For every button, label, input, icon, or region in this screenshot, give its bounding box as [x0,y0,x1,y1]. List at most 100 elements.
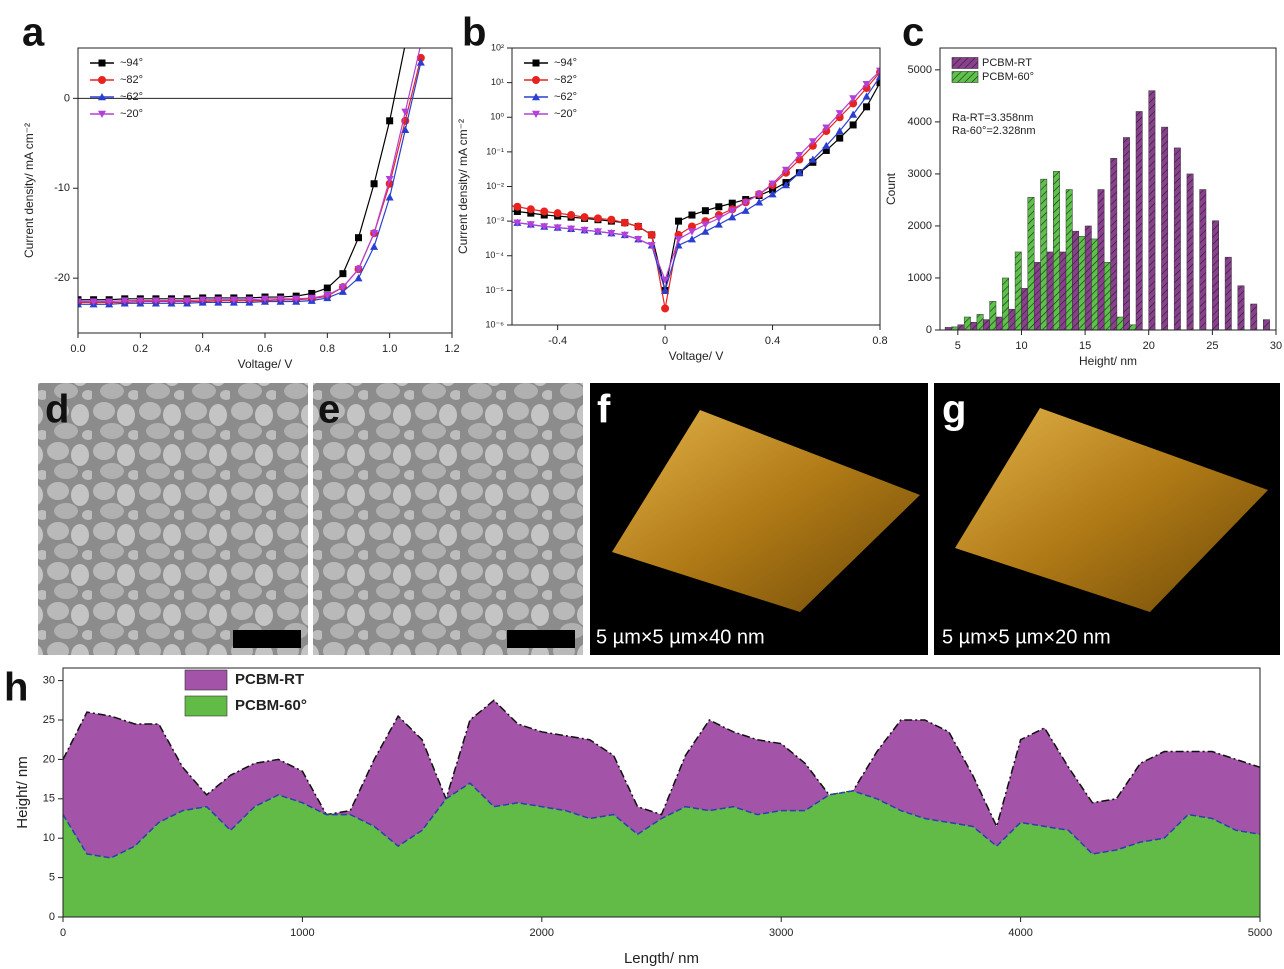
y-tick-label: 5000 [908,64,932,76]
data-point [701,227,710,235]
data-point [701,221,710,229]
data-point [229,296,238,304]
data-point [580,213,589,222]
y-tick-label: 0 [49,911,55,923]
legend-label: ~94° [554,57,577,69]
data-point [354,274,363,282]
x-tick-label: 0.8 [872,335,887,347]
data-point [567,225,576,233]
data-point [580,226,589,235]
legend-marker [98,76,106,84]
x-tick-label: 10 [1015,340,1027,352]
data-point [728,199,736,207]
area-edge [63,782,1260,859]
data-point [822,141,831,149]
x-tick-label: 0.2 [133,343,148,355]
data-point [355,234,362,242]
data-point [370,242,379,250]
histogram-bar [1097,189,1105,330]
histogram-bar [970,321,978,330]
histogram-bar [1161,126,1169,330]
data-point [876,72,880,80]
series-line [78,48,406,301]
x-axis-label: Voltage/ V [238,357,293,371]
data-point [647,230,656,239]
histogram-bar [989,301,997,330]
data-point [741,206,750,214]
y-tick-label: 25 [43,714,55,726]
data-point [728,213,737,221]
data-point [862,81,871,89]
data-point [822,124,831,132]
data-point [136,297,145,305]
histogram-bar [1173,147,1181,330]
histogram-bar [1002,277,1009,330]
data-point [634,222,643,231]
legend-marker [532,110,540,118]
legend-marker [98,110,106,118]
panel-label: h [4,666,28,710]
x-tick-label: 1.0 [382,343,397,355]
data-point [674,236,683,244]
data-point [808,155,817,163]
x-axis-label: Length/ nm [624,950,699,967]
histogram-bar [957,324,965,330]
x-tick-label: 0.8 [320,343,335,355]
y-axis-label: Current density/ mA cm⁻² [22,123,36,258]
histogram-bar [1008,308,1016,330]
legend-swatch [184,695,228,717]
panel-label: g [942,388,966,432]
data-point [526,205,535,214]
data-point [198,296,207,304]
histogram-bar [1091,238,1099,330]
data-point [661,286,670,294]
x-tick-label: 0.4 [195,343,210,355]
y-tick-label: 20 [43,753,55,765]
x-tick-label: 30 [1270,340,1282,352]
sem-image [313,383,583,655]
legend-marker [532,59,540,67]
histogram-bar [1250,303,1258,330]
data-point [835,127,844,135]
data-point [416,58,425,66]
data-point [849,95,858,103]
histogram-bar [951,326,959,330]
data-point [385,193,394,201]
data-point [553,224,562,232]
x-tick-label: 1000 [290,927,314,939]
data-point [741,199,750,207]
plot-area [78,48,452,308]
legend-label: PCBM-RT [235,671,304,688]
data-point [607,229,616,238]
data-point [768,180,777,188]
data-point [714,215,723,223]
y-tick-label: 10⁻¹ [486,146,504,156]
data-point [836,134,844,142]
data-point [822,146,830,154]
area-edge [63,699,1260,829]
legend-label: ~82° [554,74,577,86]
data-point [323,284,331,292]
data-point [401,108,410,116]
histogram-bar [1135,111,1143,330]
data-point [634,236,643,244]
y-tick-label: -10 [54,182,70,194]
data-point [781,166,790,174]
y-tick-label: 10⁻⁵ [486,285,505,295]
data-point [808,138,817,146]
y-tick-label: 10¹ [491,77,504,87]
x-tick-label: 3000 [769,927,793,939]
plot-area [63,699,1260,917]
histogram-bar [1224,256,1232,330]
data-point [567,211,576,220]
data-point [863,103,871,111]
histogram-bar [1129,324,1137,330]
x-tick-label: 1.2 [444,343,459,355]
data-point [728,207,737,215]
y-tick-label: 30 [43,675,55,687]
legend-label: PCBM-RT [982,57,1032,69]
data-point [876,79,880,87]
y-axis-label: Count [884,172,898,205]
panel-label: a [22,11,45,55]
y-tick-label: 10⁻⁶ [486,319,505,329]
